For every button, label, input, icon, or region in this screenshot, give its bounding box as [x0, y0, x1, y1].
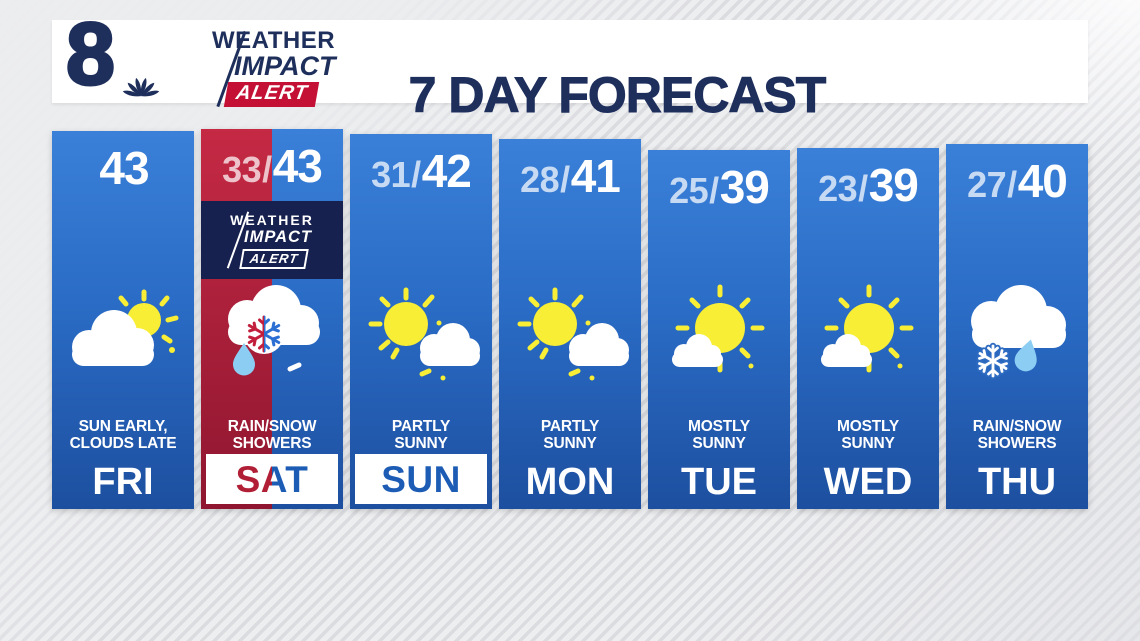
- day-banner-label: SUN: [381, 458, 461, 500]
- low-temp: 23: [818, 168, 858, 209]
- temp-separator: /: [560, 159, 570, 200]
- rain-snow-icon: [947, 277, 1087, 387]
- low-temp: 31: [371, 154, 411, 195]
- condition-text: MOSTLY SUNNY: [797, 418, 939, 452]
- temperature: 31/42: [350, 148, 492, 194]
- forecast-cards: 43 WEATHER IMPACT ALERT SUN EARLY, CLOUD…: [52, 129, 1088, 509]
- forecast-card: 43 WEATHER IMPACT ALERT SUN EARLY, CLOUD…: [52, 131, 194, 509]
- temp-separator: /: [858, 168, 868, 209]
- logo-weather-text: WEATHER: [212, 27, 336, 54]
- condition-line-1: RAIN/SNOW: [972, 417, 1062, 435]
- condition-line-2: SUNNY: [394, 434, 448, 452]
- low-temp: 25: [669, 170, 709, 211]
- condition-line-1: MOSTLY: [688, 417, 750, 435]
- badge-weather-text: WEATHER: [230, 211, 314, 228]
- day-banner: SUN: [355, 454, 487, 504]
- badge-impact-text: IMPACT: [243, 227, 313, 246]
- temp-separator: /: [1007, 164, 1017, 205]
- nbc-peacock-icon: [122, 77, 160, 97]
- partly-sunny-icon: [505, 282, 635, 387]
- temperature: 23/39: [797, 162, 939, 208]
- condition-line-1: PARTLY: [391, 417, 451, 435]
- forecast-card: 33/43 WEATHER IMPACT ALERT: [201, 129, 343, 509]
- station-number: 8: [65, 4, 117, 103]
- rain-snow-split-icon: [202, 277, 342, 387]
- day-banner-label: SAT: [235, 458, 309, 500]
- condition-line-1: RAIN/SNOW: [227, 417, 317, 435]
- header-bar: 8 WEATHER IMPACT ALERT 7 DAY FORECAST: [52, 8, 1088, 124]
- day-label: THU: [977, 461, 1057, 503]
- day-label: WED: [823, 461, 913, 503]
- high-temp: 40: [1017, 155, 1068, 207]
- condition-text: PARTLY SUNNY: [499, 418, 641, 452]
- temperature: 25/39: [648, 164, 790, 210]
- condition-text: MOSTLY SUNNY: [648, 418, 790, 452]
- low-temp: 27: [967, 164, 1007, 205]
- forecast-card: 28/41 WEATHER IMPACT ALERT PARTLY SUNNY …: [499, 139, 641, 509]
- temperature: 43: [52, 145, 194, 191]
- day-label: MON: [525, 461, 615, 503]
- temp-separator: /: [411, 154, 421, 195]
- high-temp: 39: [719, 161, 770, 213]
- high-temp: 39: [868, 159, 919, 211]
- day-label: TUE: [681, 461, 757, 503]
- weather-impact-alert-logo: WEATHER IMPACT ALERT: [200, 27, 380, 108]
- condition-line-2: SHOWERS: [232, 434, 312, 452]
- condition-line-2: SUNNY: [841, 434, 895, 452]
- partly-sunny-icon: [356, 282, 486, 387]
- day-label: FRI: [92, 461, 154, 503]
- temp-separator: /: [709, 170, 719, 211]
- condition-line-2: CLOUDS LATE: [69, 434, 177, 452]
- forecast-card: 31/42 WEATHER IMPACT ALERT PARTLY SUNNY …: [350, 134, 492, 509]
- weather-impact-alert-badge: WEATHER IMPACT ALERT: [201, 201, 343, 279]
- condition-line-2: SUNNY: [692, 434, 746, 452]
- mostly-sunny-icon: [803, 282, 933, 387]
- sun-behind-cloud-icon: [58, 287, 188, 387]
- low-temp: 28: [520, 159, 560, 200]
- temperature: 27/40: [946, 158, 1088, 204]
- condition-line-2: SUNNY: [543, 434, 597, 452]
- condition-line-1: MOSTLY: [837, 417, 899, 435]
- condition-text: RAIN/SNOW SHOWERS: [946, 418, 1088, 452]
- high-temp: 41: [570, 150, 621, 202]
- page-title: 7 DAY FORECAST: [408, 67, 827, 124]
- forecast-card: 25/39 WEATHER IMPACT ALERT MOSTLY SUNNY …: [648, 150, 790, 509]
- high-temp: 42: [421, 145, 472, 197]
- logo-alert-text: ALERT: [223, 82, 320, 107]
- temperature: 33/43: [201, 143, 343, 189]
- condition-line-1: PARTLY: [540, 417, 600, 435]
- condition-line-1: SUN EARLY,: [78, 417, 168, 435]
- badge-alert-text: ALERT: [239, 248, 309, 269]
- condition-text: SUN EARLY, CLOUDS LATE: [52, 418, 194, 452]
- low-temp: 33: [222, 149, 262, 190]
- temperature: 28/41: [499, 153, 641, 199]
- station-logo: 8: [65, 8, 198, 100]
- day-banner: SAT: [206, 454, 338, 504]
- mostly-sunny-icon: [654, 282, 784, 387]
- condition-text: RAIN/SNOW SHOWERS: [201, 418, 343, 452]
- condition-text: PARTLY SUNNY: [350, 418, 492, 452]
- condition-line-2: SHOWERS: [977, 434, 1057, 452]
- high-temp: 43: [99, 142, 149, 194]
- high-temp: 43: [272, 140, 323, 192]
- logo-impact-text: IMPACT: [234, 51, 336, 81]
- temp-separator: /: [262, 149, 272, 190]
- forecast-card: 27/40 WEATHER IMPACT ALERT: [946, 144, 1088, 509]
- forecast-card: 23/39 WEATHER IMPACT ALERT MOSTLY SUNNY …: [797, 148, 939, 509]
